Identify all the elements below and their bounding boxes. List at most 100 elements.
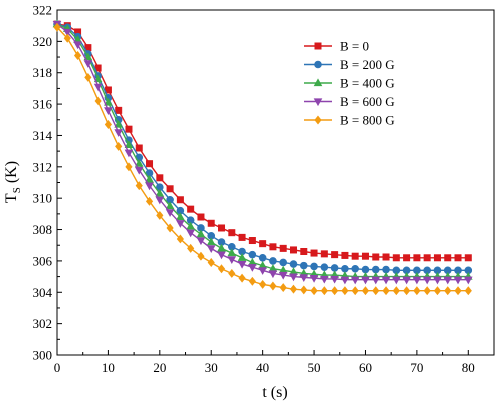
data-point	[155, 188, 165, 197]
data-point	[62, 28, 72, 37]
data-point	[83, 60, 93, 68]
data-point	[289, 260, 298, 268]
series-4	[53, 22, 472, 296]
legend-label: B = 800 G	[340, 113, 395, 128]
data-point	[237, 253, 247, 261]
data-point	[166, 185, 174, 193]
data-point	[135, 181, 143, 191]
data-point	[331, 251, 339, 259]
data-point	[217, 264, 226, 274]
data-point	[300, 285, 308, 295]
data-point	[93, 83, 103, 92]
y-tick-label: 322	[33, 3, 53, 18]
data-point	[125, 162, 133, 172]
data-point	[165, 201, 175, 210]
x-axis-title: t (s)	[262, 384, 287, 401]
legend-label: B = 200 G	[340, 57, 395, 72]
x-tick-label: 0	[54, 360, 61, 375]
data-point	[93, 74, 103, 83]
data-point	[237, 260, 247, 269]
data-point	[453, 276, 463, 285]
legend-marker	[314, 42, 322, 50]
data-point	[361, 252, 369, 260]
data-point	[217, 251, 226, 260]
data-point	[289, 246, 297, 254]
data-point	[444, 286, 452, 296]
data-point	[412, 276, 422, 285]
data-point	[84, 72, 92, 82]
data-point	[227, 256, 237, 264]
data-point	[464, 254, 472, 262]
legend-label: B = 0	[340, 39, 369, 54]
data-point	[463, 276, 473, 285]
data-point	[135, 144, 143, 152]
data-point	[443, 276, 453, 285]
data-point	[320, 275, 329, 284]
series-line	[56, 23, 469, 259]
data-point	[114, 119, 124, 128]
data-point	[279, 258, 288, 267]
legend-item: B = 400 G	[304, 76, 395, 91]
data-point	[217, 243, 226, 252]
data-point	[299, 274, 309, 282]
data-point	[279, 244, 287, 252]
data-point	[63, 33, 71, 43]
y-tick-label: 320	[33, 34, 53, 49]
data-point	[413, 254, 421, 262]
data-point	[186, 221, 195, 230]
x-tick-label: 80	[462, 360, 475, 375]
data-point	[351, 252, 359, 260]
data-point	[228, 268, 236, 278]
data-point	[115, 141, 123, 151]
legend-marker	[314, 115, 322, 125]
data-point	[176, 220, 185, 228]
data-point	[361, 276, 370, 285]
data-point	[104, 107, 113, 115]
data-point	[196, 237, 206, 246]
data-point	[392, 254, 400, 262]
y-axis-title-sub: S	[11, 187, 23, 193]
data-point	[382, 253, 390, 261]
data-point	[341, 251, 349, 259]
data-point	[197, 213, 205, 221]
data-point	[351, 286, 359, 296]
data-point	[403, 286, 411, 296]
y-tick-label: 300	[33, 348, 53, 363]
y-tick-label: 304	[33, 285, 53, 300]
legend-item: B = 600 G	[304, 94, 395, 109]
data-point	[331, 286, 339, 296]
y-axis-title-main: T	[3, 193, 20, 203]
data-point	[166, 223, 174, 233]
data-point	[145, 196, 154, 206]
x-tick-label: 40	[256, 360, 269, 375]
data-point	[433, 254, 441, 262]
data-point	[207, 219, 215, 227]
data-point	[248, 276, 256, 286]
data-point	[165, 209, 175, 217]
data-point	[403, 254, 411, 262]
data-point	[289, 284, 298, 294]
data-point	[454, 254, 462, 262]
data-point	[259, 279, 267, 289]
data-point	[361, 286, 370, 296]
data-point	[269, 281, 277, 291]
series-0	[53, 20, 472, 262]
legend-label: B = 400 G	[340, 76, 395, 91]
data-point	[351, 264, 359, 273]
data-point	[134, 159, 144, 167]
y-tick-label: 302	[33, 316, 53, 331]
data-point	[94, 96, 102, 106]
data-point	[350, 276, 360, 285]
y-tick-label: 310	[33, 191, 53, 206]
data-point	[310, 249, 318, 257]
data-point	[146, 160, 154, 168]
data-point	[433, 276, 442, 285]
data-point	[269, 257, 277, 265]
y-tick-label: 312	[33, 159, 53, 174]
data-point	[206, 245, 216, 253]
data-point	[176, 212, 185, 221]
data-point	[423, 254, 431, 262]
data-point	[279, 283, 287, 293]
